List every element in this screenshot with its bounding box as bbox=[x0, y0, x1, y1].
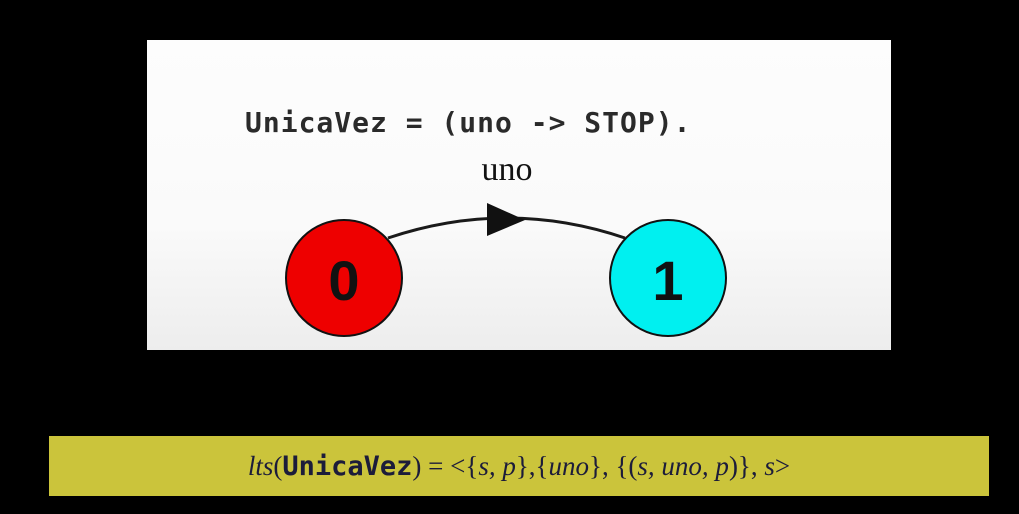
state-0-label: 0 bbox=[328, 249, 359, 312]
lts-equals-open: ) = <{ bbox=[412, 450, 479, 481]
lts-states: s, p bbox=[478, 450, 516, 481]
lts-sep-2: }, {( bbox=[589, 450, 638, 481]
lts-initial-state: s bbox=[764, 450, 775, 481]
lts-graph: uno 0 1 bbox=[285, 151, 727, 337]
lts-open-paren: ( bbox=[273, 450, 283, 481]
state-0-circle bbox=[285, 219, 403, 337]
transition-label: uno bbox=[482, 151, 533, 188]
lts-definition-banner: lts(UnicaVez) = <{s, p},{uno}, {(s, uno,… bbox=[49, 436, 989, 496]
lts-function-name: lts bbox=[247, 450, 274, 481]
arrowhead-icon bbox=[487, 203, 525, 236]
lts-close: > bbox=[774, 450, 791, 481]
lts-sep-3: )}, bbox=[728, 450, 765, 481]
diagram-panel: UnicaVez = (uno -> STOP). uno 0 1 bbox=[147, 40, 891, 350]
state-1-circle bbox=[609, 219, 727, 337]
lts-transition: s, uno, p bbox=[637, 450, 729, 481]
state-1-label: 1 bbox=[652, 249, 683, 312]
state-1: 1 bbox=[609, 219, 727, 337]
fsp-expression-text: UnicaVez = (uno -> STOP). bbox=[245, 106, 692, 139]
lts-formula: lts(UnicaVez) = <{s, p},{uno}, {(s, uno,… bbox=[248, 451, 790, 482]
lts-process-name: UnicaVez bbox=[282, 450, 413, 482]
state-0: 0 bbox=[285, 219, 403, 337]
lts-sep-1: },{ bbox=[515, 450, 549, 481]
lts-alphabet: uno bbox=[548, 450, 590, 481]
